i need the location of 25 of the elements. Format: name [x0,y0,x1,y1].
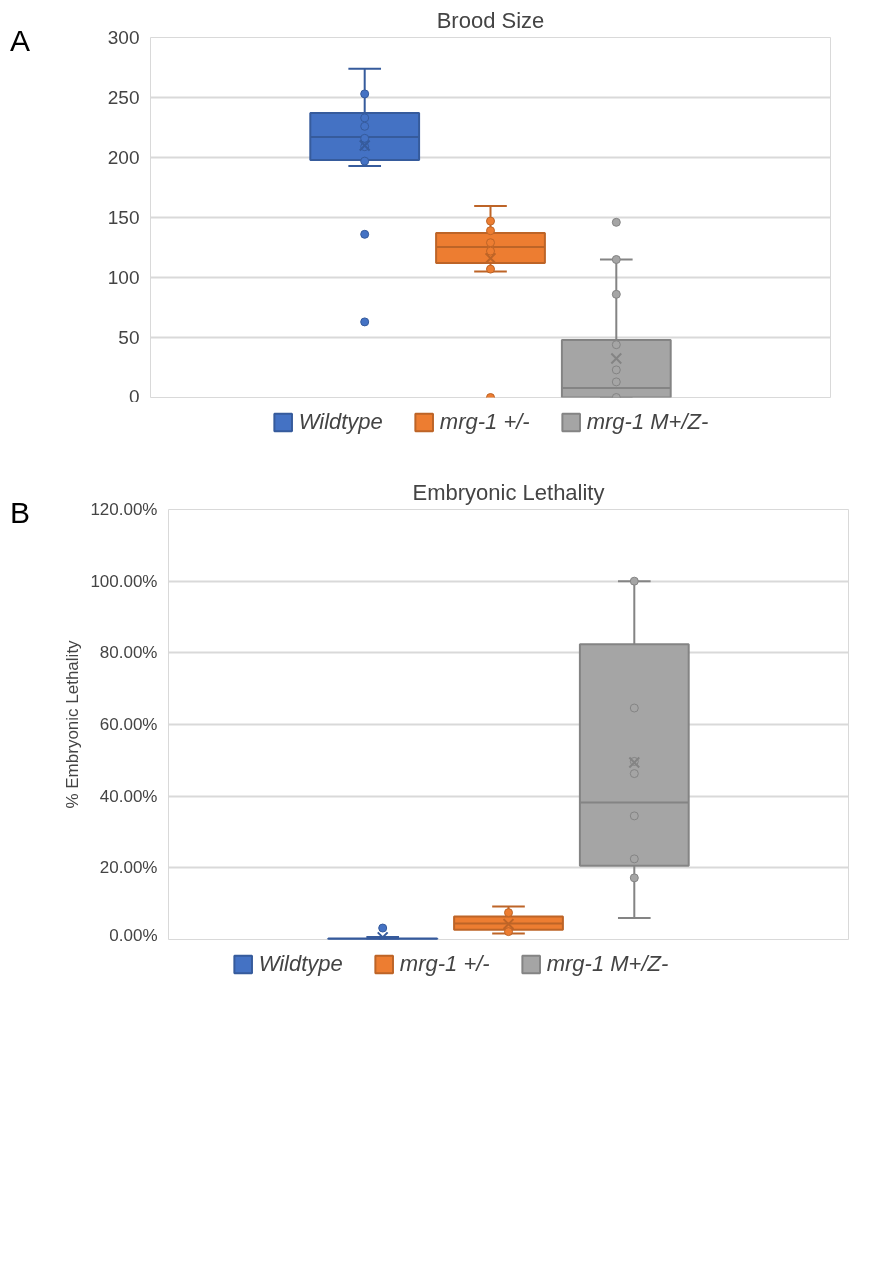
y-tick-label: 60.00% [99,715,158,734]
y-axis-title: % Embryonic Lethality [63,639,83,809]
legend-label: Wildtype [258,951,343,977]
legend-label: Wildtype [298,409,383,435]
y-tick-label: 100.00% [90,571,158,591]
y-tick-label: 40.00% [99,786,158,806]
y-tick-label: 300 [107,27,140,48]
text: A [10,23,31,59]
y-tick-label: 20.00% [99,858,158,878]
y-tick-label: 50 [118,327,140,348]
y-tick-label: 100 [107,267,140,288]
y-tick-label: 0.00% [109,925,158,945]
legend-label: mrg-1 +/- [439,409,530,435]
y-tick-label: 120.00% [90,500,158,519]
chart-title: Brood Size [436,7,545,33]
y-tick-label: 150 [107,207,140,228]
y-tick-label: 80.00% [99,643,158,663]
text: B [10,495,31,531]
chart-title: Embryonic Lethality [412,479,605,505]
y-tick-label: 250 [107,87,140,108]
y-tick-label: 0 [128,385,140,407]
y-tick-label: 200 [107,147,140,168]
legend-label: mrg-1 +/- [399,951,490,977]
legend-label: mrg-1 M+/Z- [586,409,709,435]
legend-label: mrg-1 M+/Z- [546,951,669,977]
